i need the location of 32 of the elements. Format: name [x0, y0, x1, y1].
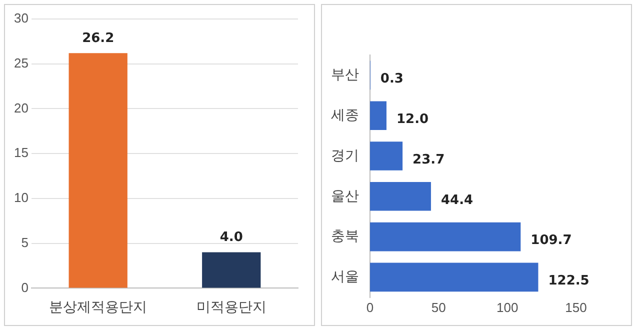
y-tick-label: 부산 — [331, 66, 359, 82]
data-label: 0.3 — [380, 72, 404, 87]
y-tick-label: 5 — [21, 234, 28, 250]
bar — [370, 262, 538, 292]
x-tick-label: 0 — [366, 300, 374, 315]
y-tick-label: 0 — [21, 280, 28, 295]
y-tick-label: 30 — [14, 10, 28, 26]
x-tick-label: 100 — [496, 300, 518, 315]
data-label: 122.5 — [548, 274, 590, 289]
y-tick-label: 세종 — [331, 106, 359, 122]
x-tick-label: 150 — [565, 300, 587, 315]
x-tick-label: 미적용단지 — [196, 298, 266, 314]
bar — [370, 142, 403, 170]
data-label: 12.0 — [396, 112, 429, 127]
bar — [370, 101, 386, 130]
y-tick-label: 20 — [14, 100, 28, 116]
y-tick-label: 15 — [14, 145, 28, 160]
y-tick-label: 충북 — [331, 228, 359, 244]
bar — [370, 182, 431, 211]
x-tick-label: 분상제적용단지 — [49, 298, 148, 314]
y-tick-label: 서울 — [331, 268, 359, 284]
y-tick-label: 울산 — [331, 187, 359, 204]
bar — [370, 222, 521, 252]
data-label: 44.4 — [440, 192, 474, 208]
y-tick-label: 25 — [14, 55, 28, 70]
data-label: 23.7 — [412, 152, 445, 168]
data-label: 26.2 — [82, 30, 114, 46]
data-label: 109.7 — [530, 233, 572, 248]
x-tick-label: 50 — [431, 300, 446, 315]
y-tick-label: 10 — [14, 190, 28, 206]
data-label: 4.0 — [220, 230, 243, 246]
y-tick-label: 경기 — [331, 146, 359, 163]
